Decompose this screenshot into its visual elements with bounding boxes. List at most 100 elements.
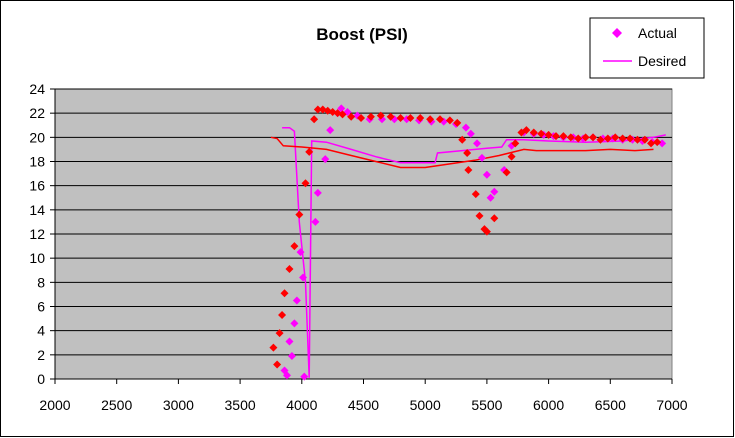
x-tick-label-4000: 4000	[286, 397, 317, 413]
data-point-s1-19	[366, 112, 375, 121]
x-tick-label-5000: 5000	[410, 397, 441, 413]
data-point-s1-26	[436, 115, 445, 124]
data-point-s1-55	[626, 134, 635, 143]
data-point-s0-25	[461, 123, 470, 132]
x-tick-label-3000: 3000	[163, 397, 194, 413]
y-tick-label-22: 22	[29, 105, 45, 121]
data-point-s1-53	[611, 133, 620, 142]
y-tick-label-0: 0	[37, 371, 45, 387]
y-tick-label-18: 18	[29, 154, 45, 170]
data-point-s1-16	[338, 110, 347, 119]
grid-lines	[55, 88, 672, 380]
data-point-s0-14	[337, 104, 346, 113]
data-point-s1-0	[269, 343, 278, 352]
x-axis-ticks: 2000 2500 3000 3500 4000 4500 5000 5500 6000 6500…	[39, 89, 688, 413]
data-point-s1-43	[537, 129, 546, 138]
data-point-s1-59	[653, 138, 662, 147]
data-point-s0-33	[507, 141, 516, 150]
data-point-s0-12	[326, 126, 335, 135]
data-point-s1-31	[464, 165, 473, 174]
data-point-s0-6	[296, 248, 305, 257]
data-point-s1-35	[482, 227, 491, 236]
chart-title: Boost (PSI)	[316, 25, 408, 44]
y-tick-label-20: 20	[29, 129, 45, 145]
data-point-s1-48	[574, 134, 583, 143]
data-point-s1-52	[603, 134, 612, 143]
data-point-s0-2	[285, 337, 294, 346]
data-point-s1-11	[313, 105, 322, 114]
data-point-s0-1	[282, 371, 291, 380]
data-point-s1-39	[511, 139, 520, 148]
y-tick-label-10: 10	[29, 250, 45, 266]
legend-label-actual: Actual	[638, 25, 677, 41]
legend: Actual Desired	[589, 17, 705, 79]
data-point-s1-37	[502, 168, 511, 177]
data-point-s0-26	[466, 129, 475, 138]
x-tick-label-6500: 6500	[595, 397, 626, 413]
data-point-s0-31	[490, 187, 499, 196]
data-point-s0-11	[321, 155, 330, 164]
data-point-s1-51	[596, 135, 605, 144]
data-point-s0-10	[313, 188, 322, 197]
data-point-s1-36	[490, 214, 499, 223]
x-tick-label-4500: 4500	[348, 397, 379, 413]
data-point-s1-33	[475, 211, 484, 220]
data-point-s1-42	[529, 128, 538, 137]
data-point-s1-49	[581, 133, 590, 142]
series-line-2	[282, 126, 666, 378]
legend-label-desired: Desired	[638, 53, 686, 69]
data-point-s1-2	[275, 329, 284, 338]
legend-marker-actual	[612, 28, 622, 38]
data-point-s1-27	[445, 116, 454, 125]
data-point-s1-57	[640, 135, 649, 144]
data-point-s1-30	[463, 149, 472, 158]
x-tick-label-7000: 7000	[656, 397, 687, 413]
y-tick-label-4: 4	[37, 323, 45, 339]
data-point-s0-30	[486, 193, 495, 202]
data-point-s1-5	[285, 265, 294, 274]
legend-box	[589, 17, 705, 79]
series-points	[269, 104, 667, 381]
data-point-s0-7	[299, 273, 308, 282]
y-tick-label-12: 12	[29, 226, 45, 242]
data-point-s1-20	[376, 111, 385, 120]
data-point-s1-6	[290, 242, 299, 251]
data-point-s0-29	[482, 170, 491, 179]
data-point-s0-8	[300, 372, 309, 381]
y-tick-label-24: 24	[29, 81, 45, 97]
data-point-s1-1	[273, 360, 282, 369]
data-point-s1-24	[416, 114, 425, 122]
data-point-s1-4	[280, 289, 289, 298]
data-point-s1-38	[507, 152, 516, 161]
y-tick-label-8: 8	[37, 274, 45, 290]
data-point-s1-41	[522, 126, 531, 135]
series-lines	[270, 126, 666, 378]
data-point-s1-45	[552, 132, 561, 141]
data-point-s0-3	[287, 352, 296, 361]
data-point-s1-21	[386, 112, 395, 121]
data-point-s1-9	[305, 147, 314, 156]
data-point-s0-28	[477, 153, 486, 162]
data-point-s1-54	[618, 134, 627, 143]
x-tick-label-6000: 6000	[533, 397, 564, 413]
y-tick-label-2: 2	[37, 347, 45, 363]
data-point-s1-32	[471, 190, 480, 199]
data-point-s1-8	[301, 179, 310, 188]
x-tick-label-3500: 3500	[225, 397, 256, 413]
data-point-s1-22	[396, 114, 405, 122]
data-point-s1-46	[559, 132, 568, 141]
data-point-s1-17	[347, 112, 356, 121]
data-point-s0-27	[473, 139, 482, 148]
data-point-s0-5	[292, 296, 301, 305]
data-point-s1-29	[458, 135, 467, 144]
data-point-s1-56	[633, 135, 642, 144]
y-tick-label-6: 6	[37, 299, 45, 315]
y-tick-label-16: 16	[29, 178, 45, 194]
data-point-s1-23	[406, 114, 415, 122]
data-point-s0-4	[290, 319, 299, 328]
data-point-s1-3	[278, 310, 287, 319]
data-point-s1-28	[453, 118, 462, 127]
data-point-s1-18	[357, 114, 366, 122]
